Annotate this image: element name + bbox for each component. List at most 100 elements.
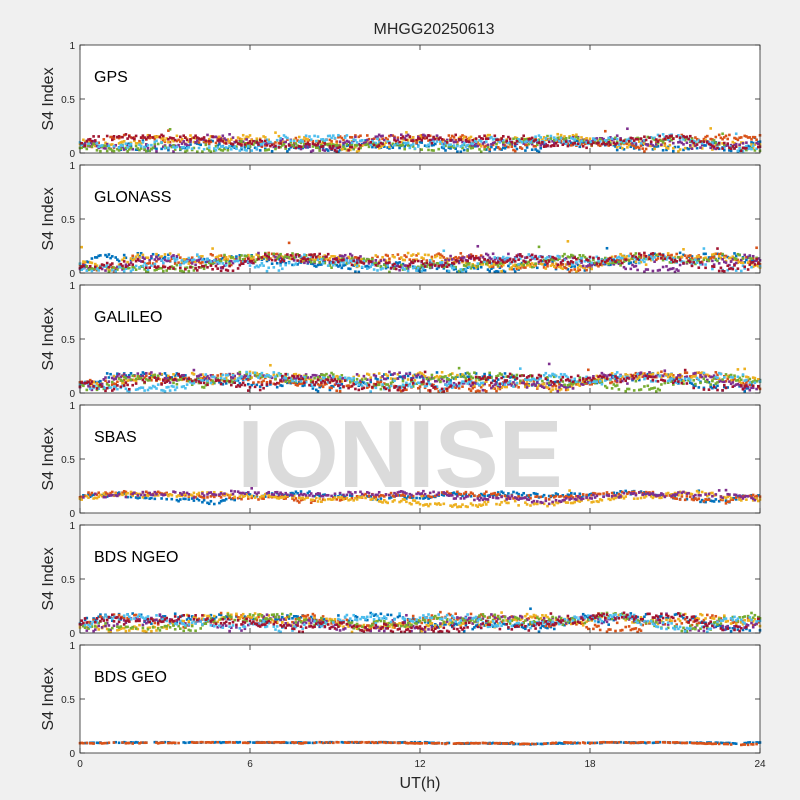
data-point bbox=[527, 263, 531, 267]
data-point bbox=[153, 146, 157, 150]
data-point bbox=[243, 257, 247, 261]
data-point bbox=[264, 142, 267, 146]
data-point bbox=[258, 143, 262, 146]
data-point bbox=[423, 262, 427, 265]
data-point bbox=[340, 136, 344, 140]
data-point bbox=[338, 258, 342, 262]
data-point bbox=[315, 146, 318, 150]
data-point bbox=[417, 252, 420, 256]
data-point bbox=[163, 390, 167, 393]
data-point bbox=[335, 263, 338, 267]
data-point bbox=[206, 260, 209, 264]
data-point bbox=[199, 377, 202, 380]
data-point bbox=[440, 261, 444, 264]
data-point bbox=[454, 147, 457, 150]
data-point bbox=[605, 246, 609, 250]
data-point bbox=[316, 263, 320, 267]
data-point bbox=[396, 253, 400, 256]
data-point bbox=[656, 371, 660, 375]
data-point bbox=[605, 375, 609, 378]
data-point bbox=[444, 149, 447, 152]
data-point bbox=[619, 252, 622, 256]
data-point bbox=[267, 251, 270, 255]
data-point bbox=[483, 148, 486, 151]
data-point bbox=[150, 374, 153, 377]
data-point bbox=[600, 261, 604, 265]
data-point bbox=[342, 141, 345, 145]
data-point bbox=[490, 143, 493, 146]
data-point bbox=[320, 258, 323, 261]
data-point bbox=[189, 140, 192, 144]
data-point bbox=[116, 135, 119, 139]
data-point bbox=[743, 253, 746, 257]
data-point bbox=[677, 145, 680, 149]
data-point bbox=[615, 261, 619, 264]
data-point bbox=[107, 146, 111, 150]
data-point bbox=[122, 373, 126, 376]
data-point bbox=[534, 257, 537, 261]
data-point bbox=[709, 257, 712, 260]
data-point bbox=[726, 142, 729, 145]
data-point bbox=[150, 371, 153, 374]
data-point bbox=[651, 148, 655, 151]
data-point bbox=[180, 269, 184, 273]
data-point bbox=[694, 140, 697, 144]
data-point bbox=[610, 372, 614, 375]
data-point bbox=[122, 253, 126, 257]
data-point bbox=[255, 374, 259, 378]
data-point bbox=[751, 144, 755, 148]
data-point bbox=[207, 142, 211, 145]
data-point bbox=[146, 256, 150, 260]
data-point bbox=[148, 261, 151, 265]
data-point bbox=[513, 260, 517, 263]
data-point bbox=[685, 375, 689, 378]
data-point bbox=[534, 148, 537, 151]
data-point bbox=[97, 141, 100, 145]
data-point bbox=[226, 258, 230, 261]
data-point bbox=[716, 247, 719, 250]
data-point bbox=[131, 254, 134, 258]
data-point bbox=[689, 134, 692, 138]
data-point bbox=[337, 150, 340, 154]
data-point bbox=[318, 374, 321, 378]
data-point bbox=[578, 384, 582, 388]
data-point bbox=[559, 136, 563, 140]
data-point bbox=[408, 265, 412, 268]
data-point bbox=[512, 148, 515, 152]
data-point bbox=[150, 143, 153, 147]
data-point bbox=[275, 257, 279, 261]
data-point bbox=[109, 256, 112, 260]
data-point bbox=[452, 257, 456, 260]
data-point bbox=[296, 384, 299, 387]
data-point bbox=[230, 380, 233, 383]
data-point bbox=[320, 263, 323, 266]
data-point bbox=[481, 375, 485, 379]
data-point bbox=[247, 146, 250, 150]
data-point bbox=[388, 261, 391, 264]
data-point bbox=[224, 146, 228, 149]
data-point bbox=[325, 257, 328, 260]
data-point bbox=[323, 254, 327, 257]
data-point bbox=[333, 149, 337, 152]
data-point bbox=[415, 269, 418, 272]
data-point bbox=[298, 146, 301, 150]
data-point bbox=[721, 137, 724, 141]
data-point bbox=[668, 134, 672, 138]
data-point bbox=[508, 382, 512, 386]
data-point bbox=[415, 382, 418, 386]
data-point bbox=[559, 266, 563, 270]
data-point bbox=[321, 258, 325, 261]
data-point bbox=[629, 139, 633, 143]
data-point bbox=[537, 255, 541, 259]
data-point bbox=[214, 258, 218, 261]
data-point bbox=[279, 136, 282, 140]
data-point bbox=[350, 256, 354, 260]
data-point bbox=[746, 144, 750, 148]
data-point bbox=[185, 146, 189, 150]
data-point bbox=[94, 144, 97, 148]
data-point bbox=[224, 262, 228, 265]
data-point bbox=[615, 384, 619, 387]
data-point bbox=[666, 256, 670, 259]
data-point bbox=[286, 253, 289, 256]
